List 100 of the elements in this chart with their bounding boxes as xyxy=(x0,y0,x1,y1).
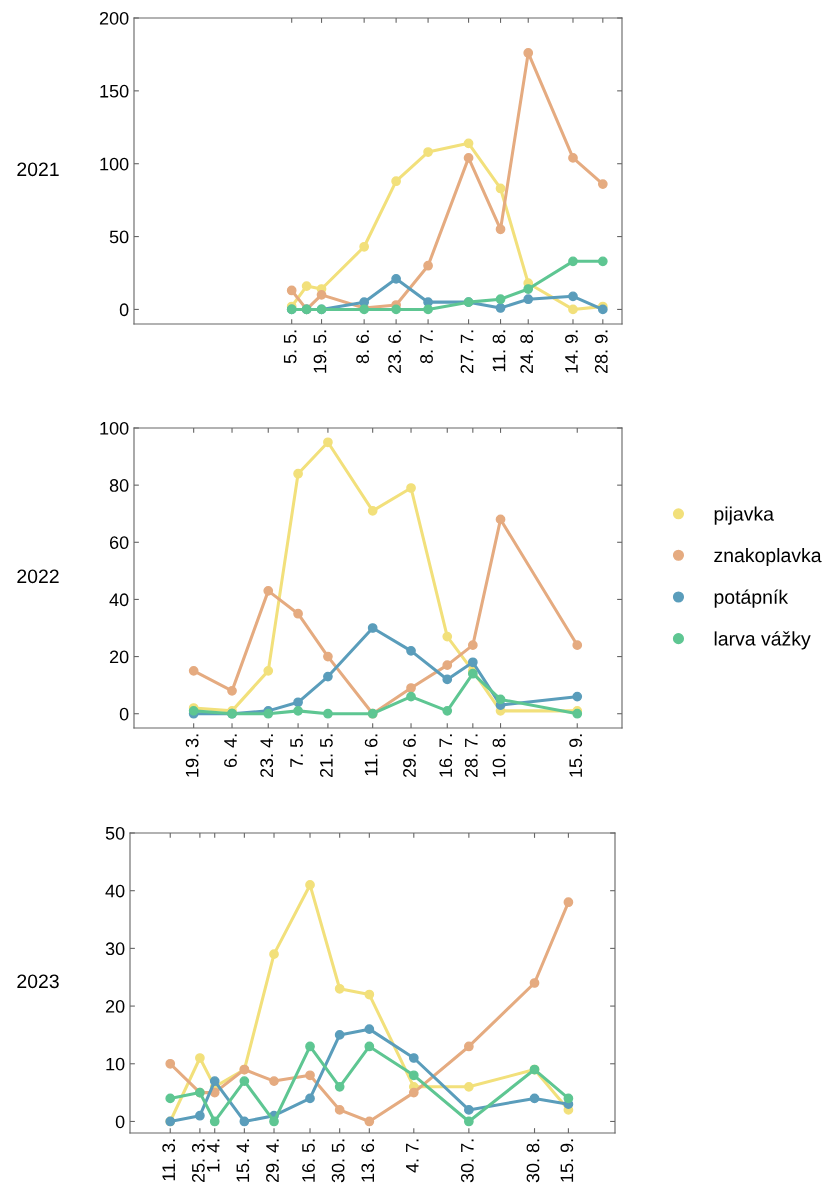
x-tick-label: 27. 7. xyxy=(460,330,474,374)
point xyxy=(195,1110,205,1121)
point xyxy=(316,289,327,300)
point xyxy=(568,153,578,163)
point xyxy=(364,989,375,1000)
point xyxy=(364,1041,375,1052)
y-tick-label: 100 xyxy=(100,157,129,171)
point xyxy=(423,147,433,157)
point xyxy=(293,697,303,708)
legend-label: pijavka xyxy=(714,506,774,525)
x-tick-label: 4. 7. xyxy=(406,1139,419,1173)
x-tick-label: 15. 4. xyxy=(236,1139,250,1182)
point xyxy=(464,1081,474,1092)
point xyxy=(406,483,416,493)
x-tick-label: 23. 4. xyxy=(260,734,274,778)
x-tick-label: 8. 7. xyxy=(420,330,433,364)
point xyxy=(391,176,401,187)
point xyxy=(305,1041,315,1052)
x-tick-label: 30. 5. xyxy=(331,1139,345,1183)
point xyxy=(305,880,315,890)
point xyxy=(523,48,534,58)
point xyxy=(293,468,303,479)
x-tick-label: 10. 8. xyxy=(492,734,506,777)
point xyxy=(495,303,506,313)
x-tick-label: 13. 6. xyxy=(361,1139,375,1182)
point xyxy=(495,514,506,525)
y-tick-label: 20 xyxy=(105,1000,125,1013)
point xyxy=(227,685,237,696)
point xyxy=(367,623,378,633)
x-tick-label: 19. 3. xyxy=(185,734,199,777)
point xyxy=(301,281,312,291)
y-tick-label: 0 xyxy=(119,303,129,317)
point xyxy=(563,1093,574,1104)
point xyxy=(423,304,433,315)
y-axis-title: 2022 xyxy=(17,569,59,584)
y-tick-label: 80 xyxy=(109,479,129,492)
point xyxy=(408,1070,419,1081)
point xyxy=(442,674,453,685)
x-tick-label: 19. 5. xyxy=(313,330,327,373)
x-tick-label: 7. 5. xyxy=(290,734,303,768)
point xyxy=(165,1058,176,1069)
point xyxy=(165,1093,176,1104)
point xyxy=(495,224,506,235)
legend-label: larva vážky xyxy=(714,631,811,650)
y-axis-title: 2021 xyxy=(17,162,59,177)
y-axis-title: 2023 xyxy=(17,974,59,989)
point xyxy=(334,1030,345,1040)
x-tick-label: 15. 9. xyxy=(560,1139,574,1182)
point xyxy=(286,285,297,296)
point xyxy=(195,1053,205,1063)
y-tick-label: 30 xyxy=(105,942,125,956)
y-tick-label: 0 xyxy=(115,1115,125,1129)
point xyxy=(464,1105,474,1115)
point xyxy=(442,705,453,716)
x-tick-label: 24. 8. xyxy=(520,330,534,374)
point xyxy=(334,1105,345,1115)
point xyxy=(305,1070,315,1081)
point xyxy=(188,665,199,676)
point xyxy=(391,273,401,284)
x-tick-label: 5. 5. xyxy=(283,330,297,364)
point xyxy=(239,1076,250,1086)
point xyxy=(323,437,333,448)
point xyxy=(334,983,345,994)
legend-label: potápník xyxy=(714,589,789,608)
x-tick-label: 15. 9. xyxy=(569,734,583,777)
y-tick-label: 200 xyxy=(99,11,129,25)
point xyxy=(359,241,370,252)
point xyxy=(529,978,540,988)
point xyxy=(239,1116,250,1127)
y-tick-label: 100 xyxy=(100,421,129,435)
y-tick-label: 60 xyxy=(109,536,129,550)
y-tick-label: 150 xyxy=(100,84,129,98)
point xyxy=(495,294,506,305)
legend-label: znakoplavka xyxy=(714,547,822,567)
point xyxy=(408,1087,419,1098)
point xyxy=(269,1116,279,1127)
x-tick-label: 16. 7. xyxy=(439,734,453,777)
point xyxy=(391,304,401,315)
point xyxy=(263,585,274,596)
x-tick-label: 6. 4. xyxy=(224,734,237,768)
y-tick-label: 0 xyxy=(119,707,129,721)
point xyxy=(467,640,478,651)
point xyxy=(572,691,583,702)
point xyxy=(442,631,453,642)
point xyxy=(323,671,333,682)
x-tick-label: 16. 5. xyxy=(302,1139,315,1182)
y-tick-label: 40 xyxy=(105,884,125,898)
point xyxy=(406,691,416,702)
point xyxy=(293,705,303,716)
point xyxy=(406,645,416,656)
y-tick-label: 50 xyxy=(109,230,129,244)
point xyxy=(523,284,534,294)
point xyxy=(323,651,333,662)
point xyxy=(563,897,574,908)
y-tick-label: 50 xyxy=(105,826,125,840)
y-tick-label: 10 xyxy=(106,1057,125,1071)
point xyxy=(523,294,534,305)
x-tick-label: 29. 4. xyxy=(266,1139,279,1183)
point xyxy=(495,183,506,194)
x-tick-label: 30. 7. xyxy=(460,1139,474,1183)
